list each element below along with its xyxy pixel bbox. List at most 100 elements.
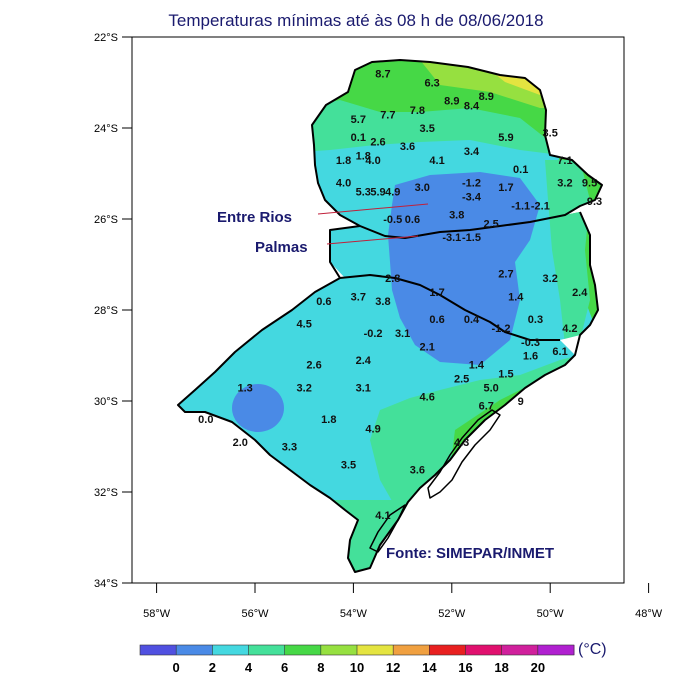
axes: 22°S 24°S 26°S 28°S 30°S 32°S 34°S 58°W 56°W 54°W…	[94, 32, 663, 620]
station-value: 8.4	[464, 100, 480, 112]
colorbar-swatch	[212, 645, 249, 655]
station-value: 4.1	[429, 155, 444, 167]
station-value: 1.4	[508, 291, 524, 303]
station-value: 4.9	[365, 423, 380, 435]
station-value: 4.5	[297, 319, 312, 331]
colorbar-swatch	[248, 645, 286, 655]
station-value: 1.7	[429, 287, 444, 299]
station-value: 6.7	[479, 401, 494, 413]
station-value: 0.0	[198, 414, 213, 426]
station-value: -1.5	[462, 232, 481, 244]
station-value: 3.2	[557, 178, 572, 190]
station-value: 8.9	[479, 91, 494, 103]
station-value: 5.9	[498, 132, 513, 144]
station-value: 4.3	[454, 437, 469, 449]
lon-label: 54°W	[340, 608, 368, 620]
colorbar-label: 16	[458, 660, 472, 675]
colorbar-label: 20	[531, 660, 545, 675]
station-value: 9.3	[587, 196, 602, 208]
station-value: 1.5	[498, 369, 513, 381]
lagoa-dos-patos	[427, 409, 501, 499]
colorbar-label: 8	[317, 660, 324, 675]
city-callouts: Entre Rios Palmas	[217, 203, 429, 256]
station-value: 0.4	[464, 314, 480, 326]
station-value: 3.8	[375, 296, 390, 308]
lon-label: 48°W	[635, 608, 663, 620]
station-value: 8.9	[444, 96, 459, 108]
station-value: 0.6	[405, 214, 420, 226]
station-value: 4.0	[365, 155, 380, 167]
station-value: -2.1	[531, 200, 550, 212]
station-value: 5.0	[484, 382, 499, 394]
colorbar-swatch	[537, 645, 575, 655]
station-value: 4.9	[385, 187, 400, 199]
colorbar-swatch	[176, 645, 213, 655]
colorbar-swatch	[501, 645, 539, 655]
station-value: 2.6	[370, 137, 385, 149]
lat-label: 24°S	[94, 123, 118, 135]
station-value: -3.4	[462, 191, 482, 203]
station-value: 5.7	[351, 114, 366, 126]
station-value: 2.6	[306, 360, 321, 372]
colorbar-label: 2	[209, 660, 216, 675]
palmas-label: Palmas	[255, 239, 308, 256]
station-value: 2.0	[233, 437, 248, 449]
station-value: 3.1	[356, 382, 371, 394]
lat-label: 22°S	[94, 32, 118, 44]
border-coast	[177, 211, 599, 573]
colorbar-swatch	[393, 645, 430, 655]
colorbar-label: 14	[422, 660, 437, 675]
station-value: 3.1	[395, 328, 410, 340]
colorbar-swatch	[465, 645, 503, 655]
border-parana	[311, 59, 603, 239]
colorbar-unit: (°C)	[578, 641, 607, 658]
colorbar-swatch	[429, 645, 466, 655]
station-value: 1.6	[523, 351, 538, 363]
station-value: 3.5	[341, 460, 356, 472]
colorbar-label: 12	[386, 660, 400, 675]
lat-label: 26°S	[94, 214, 118, 226]
lon-label: 58°W	[143, 608, 171, 620]
station-value: 1.8	[336, 155, 351, 167]
station-value: -0.3	[521, 337, 540, 349]
station-value: 0.1	[513, 164, 528, 176]
station-value: 6.1	[552, 346, 567, 358]
entre-rios-pointer	[317, 203, 429, 215]
station-value: 1.3	[238, 382, 253, 394]
station-value: -1.2	[462, 178, 481, 190]
station-value: 6.3	[424, 78, 439, 90]
station-value: -0.5	[383, 214, 402, 226]
colorbar-label: 0	[173, 660, 180, 675]
lon-label: 52°W	[438, 608, 466, 620]
station-value: -3.1	[442, 232, 461, 244]
station-values: 8.76.38.9 8.48.95.7 7.7 7.83.55.9 3.50.1 2.6 3…	[198, 68, 602, 521]
station-value: 4.0	[336, 178, 351, 190]
lon-label: 56°W	[241, 608, 269, 620]
lat-label: 28°S	[94, 305, 118, 317]
lat-label: 30°S	[94, 396, 118, 408]
station-value: 3.7	[351, 291, 366, 303]
station-value: 4.2	[562, 323, 577, 335]
colorbar-swatch	[320, 645, 358, 655]
station-value: 3.6	[410, 464, 425, 476]
station-value: 2.1	[420, 341, 435, 353]
source-credit: Fonte: SIMEPAR/INMET	[386, 545, 554, 562]
station-value: 9	[518, 396, 524, 408]
station-value: 1.8	[321, 414, 336, 426]
station-value: 5.3	[356, 187, 371, 199]
station-value: 7.8	[410, 105, 425, 117]
station-value: 9.5	[582, 178, 597, 190]
station-value: 4.6	[420, 391, 435, 403]
colorbar: 0 2 4 6 8 10 12 14 16 18 20	[139, 644, 575, 675]
lagoa-mirim	[369, 504, 406, 553]
station-value: 3.4	[464, 146, 480, 158]
station-value: 3.0	[415, 182, 430, 194]
colorbar-label: 4	[245, 660, 253, 675]
station-value: 0.6	[316, 296, 331, 308]
station-value: 7.7	[380, 109, 395, 121]
station-value: -0.2	[364, 328, 383, 340]
state-borders	[177, 59, 603, 573]
station-value: 1.7	[498, 182, 513, 194]
station-value: 3.3	[282, 442, 297, 454]
